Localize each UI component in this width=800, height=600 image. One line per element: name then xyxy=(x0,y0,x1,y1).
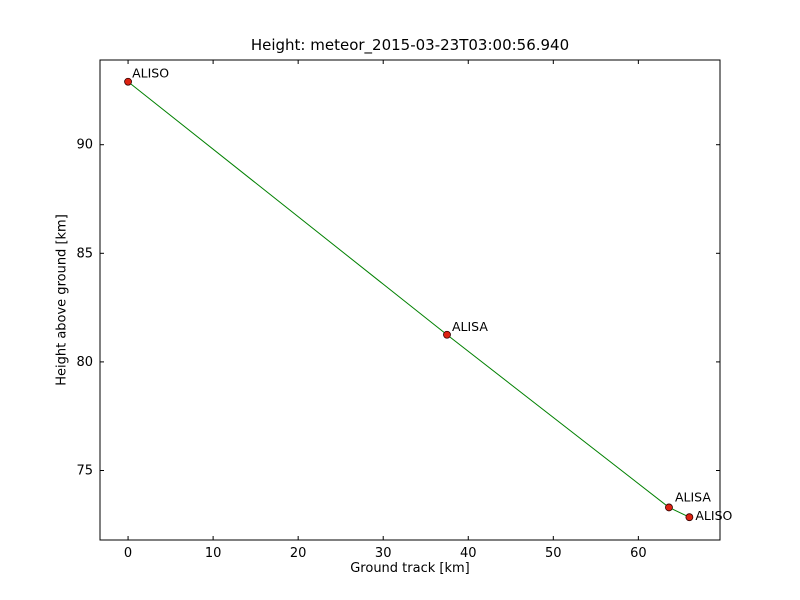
chart-title: Height: meteor_2015-03-23T03:00:56.940 xyxy=(250,36,570,54)
y-axis-label: Height above ground [km] xyxy=(54,214,70,386)
data-point-label: ALISA xyxy=(452,319,488,334)
y-tick-label: 85 xyxy=(76,246,93,261)
data-point-marker xyxy=(685,513,694,522)
data-point-label: ALISO xyxy=(695,508,732,523)
x-tick-label: 0 xyxy=(124,546,132,561)
plot-frame xyxy=(99,59,721,541)
x-tick-label: 50 xyxy=(545,546,562,561)
data-point-label: ALISO xyxy=(132,66,169,81)
data-point-marker xyxy=(443,330,451,339)
y-tick-label: 90 xyxy=(76,138,93,153)
x-tick-label: 30 xyxy=(375,546,392,561)
y-tick-label: 75 xyxy=(76,463,93,478)
data-point-marker xyxy=(124,77,132,86)
x-tick-label: 20 xyxy=(290,546,307,561)
x-axis-label: Ground track [km] xyxy=(350,561,470,576)
x-tick-label: 60 xyxy=(630,546,647,561)
y-tick-label: 80 xyxy=(76,355,93,370)
data-point-label: ALISA xyxy=(675,489,711,504)
x-tick-label: 10 xyxy=(205,546,222,561)
trajectory-line xyxy=(127,81,690,518)
x-tick-label: 40 xyxy=(460,546,477,561)
data-point-marker xyxy=(665,503,673,512)
